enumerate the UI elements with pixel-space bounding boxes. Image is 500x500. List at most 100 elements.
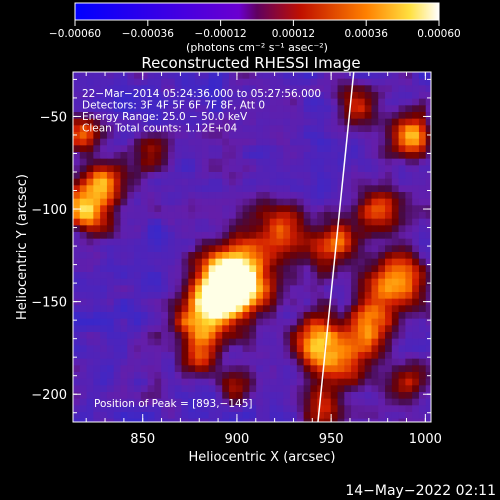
heatmap-cell (249, 318, 257, 326)
heatmap-cell (181, 332, 189, 340)
heatmap-cell (405, 158, 413, 166)
heatmap-cell (79, 418, 88, 422)
heatmap-cell (344, 165, 352, 173)
heatmap-cell (364, 238, 373, 246)
heatmap-cell (113, 145, 122, 153)
heatmap-cell (303, 198, 312, 206)
heatmap-cell (201, 278, 210, 286)
heatmap-cell (262, 72, 271, 80)
heatmap-cell (195, 372, 203, 380)
heatmap-cell (337, 165, 345, 173)
heatmap-cell (412, 372, 420, 380)
heatmap-cell (201, 385, 210, 393)
heatmap-cell (269, 145, 278, 153)
heatmap-cell (167, 178, 176, 186)
heatmap-cell (174, 158, 183, 166)
heatmap-cell (188, 278, 196, 286)
heatmap-cell (154, 112, 162, 120)
heatmap-cell (201, 345, 210, 353)
heatmap-cell (269, 385, 278, 393)
heatmap-cell (364, 265, 373, 273)
heatmap-cell (391, 212, 400, 220)
heatmap-cell (391, 178, 400, 186)
heatmap-cell (147, 238, 155, 246)
heatmap-cell (86, 112, 94, 120)
heatmap-cell (154, 345, 162, 353)
heatmap-cell (147, 358, 155, 366)
heatmap-cell (154, 285, 162, 293)
heatmap-cell (385, 232, 393, 240)
heatmap-cell (113, 345, 122, 353)
heatmap-cell (106, 265, 115, 273)
colorbar-tick-label: 0.00036 (344, 28, 388, 40)
heatmap-cell (385, 292, 393, 300)
heatmap-cell (120, 325, 128, 333)
heatmap-cell (418, 298, 427, 306)
heatmap-cell (330, 378, 339, 386)
heatmap-cell (195, 252, 203, 260)
heatmap-cell (283, 385, 291, 393)
heatmap-cell (418, 165, 427, 173)
heatmap-cell (385, 325, 393, 333)
heatmap-cell (181, 125, 189, 133)
heatmap-cell (317, 298, 325, 306)
heatmap-cell (181, 285, 189, 293)
heatmap-cell (256, 265, 264, 273)
heatmap-cell (181, 365, 189, 373)
heatmap-cell (398, 312, 406, 320)
heatmap-cell (161, 412, 169, 420)
heatmap-cell (405, 172, 413, 180)
heatmap-cell (127, 292, 135, 300)
heatmap-cell (337, 405, 345, 413)
heatmap-cell (161, 378, 169, 386)
heatmap-cell (201, 312, 210, 320)
heatmap-cell (86, 212, 94, 220)
heatmap-cell (412, 312, 420, 320)
heatmap-cell (86, 105, 94, 113)
heatmap-cell (181, 192, 189, 200)
heatmap-cell (100, 72, 108, 80)
heatmap-cell (357, 318, 366, 326)
heatmap-cell (283, 392, 291, 400)
heatmap-cell (296, 145, 305, 153)
heatmap-cell (167, 85, 176, 93)
heatmap-cell (201, 372, 210, 380)
heatmap-cell (418, 312, 427, 320)
heatmap-cell (317, 332, 325, 340)
heatmap-cell (242, 105, 250, 113)
heatmap-cell (262, 392, 271, 400)
heatmap-cell (249, 232, 257, 240)
heatmap-cell (120, 285, 128, 293)
heatmap-cell (222, 112, 230, 120)
heatmap-cell (337, 245, 345, 253)
heatmap-cell (181, 258, 189, 266)
heatmap-cell (330, 98, 339, 106)
heatmap-cell (249, 298, 257, 306)
heatmap-cell (351, 185, 359, 193)
heatmap-cell (371, 412, 379, 420)
heatmap-cell (134, 398, 142, 406)
heatmap-cell (256, 305, 264, 313)
heatmap-cell (242, 252, 250, 260)
heatmap-cell (317, 165, 325, 173)
heatmap-cell (134, 232, 142, 240)
heatmap-cell (181, 212, 189, 220)
heatmap-cell (412, 198, 420, 206)
heatmap-cell (140, 78, 149, 86)
heatmap-cell (86, 165, 94, 173)
heatmap-cell (303, 312, 312, 320)
heatmap-cell (330, 138, 339, 146)
heatmap-cell (249, 138, 257, 146)
heatmap-cell (249, 212, 257, 220)
heatmap-cell (174, 192, 183, 200)
heatmap-cell (378, 218, 386, 226)
heatmap-cell (188, 292, 196, 300)
heatmap-cell (296, 292, 305, 300)
heatmap-cell (296, 398, 305, 406)
heatmap-cell (181, 312, 189, 320)
heatmap-cell (310, 318, 318, 326)
heatmap-cell (201, 138, 210, 146)
heatmap-cell (357, 332, 366, 340)
heatmap-cell (167, 92, 176, 100)
heatmap-cell (425, 285, 431, 293)
